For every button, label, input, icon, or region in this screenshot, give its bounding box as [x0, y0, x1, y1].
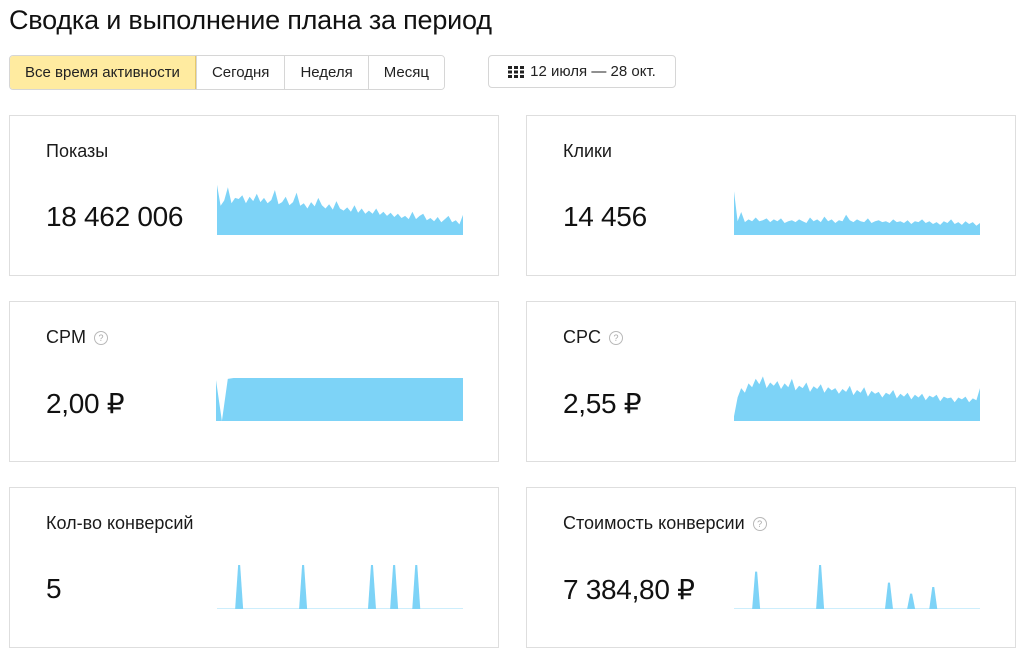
card-value: 2,55 ₽	[563, 388, 642, 419]
conversions-sparkline	[217, 565, 463, 609]
card-conversions: Кол-во конверсий 5	[9, 487, 499, 648]
sparkline-spike	[907, 593, 916, 609]
card-cpc: CPC ? 2,55 ₽	[526, 301, 1016, 462]
sparkline-spike	[390, 565, 399, 609]
shows-sparkline	[217, 184, 463, 235]
card-label: CPC	[563, 327, 602, 347]
card-label: Клики	[563, 141, 612, 161]
sparkline-spike	[929, 587, 938, 609]
period-selector: Все время активности Сегодня Неделя Меся…	[9, 55, 445, 90]
card-shows: Показы 18 462 006	[9, 115, 499, 276]
card-value: 18 462 006	[46, 201, 184, 232]
sparkline-spike	[412, 565, 421, 609]
card-label: Кол-во конверсий	[46, 513, 194, 533]
sparkline-spike	[367, 565, 376, 609]
card-value: 2,00 ₽	[46, 388, 125, 419]
clicks-sparkline	[734, 191, 980, 235]
sparkline-spike	[235, 565, 244, 609]
sparkline-spike	[816, 565, 825, 609]
conversion-cost-sparkline	[734, 565, 980, 609]
calendar-icon	[508, 65, 525, 78]
sparkline-area	[217, 184, 463, 235]
help-icon[interactable]: ?	[609, 330, 624, 345]
sparkline-area	[734, 376, 980, 421]
help-icon[interactable]: ?	[94, 330, 108, 345]
date-range-button[interactable]: 12 июля — 28 окт.	[488, 55, 676, 88]
sparkline-spike	[884, 582, 893, 609]
sparkline-spike	[752, 571, 761, 609]
card-value: 5	[46, 573, 62, 604]
cpm-sparkline	[216, 378, 463, 421]
period-all-time-button[interactable]: Все время активности	[10, 56, 196, 89]
card-clicks: Клики 14 456	[526, 115, 1016, 276]
period-week-button[interactable]: Неделя	[284, 56, 368, 89]
card-value: 7 384,80 ₽	[563, 574, 695, 605]
card-label: CPM	[46, 327, 86, 347]
help-icon[interactable]: ?	[752, 516, 767, 531]
card-value: 14 456	[563, 201, 647, 232]
card-conversion-cost: Стоимость конверсии ? 7 384,80 ₽	[526, 487, 1016, 648]
card-label: Стоимость конверсии	[563, 513, 745, 533]
page-title: Сводка и выполнение плана за период	[9, 5, 492, 35]
card-label: Показы	[46, 141, 109, 161]
sparkline-area	[216, 378, 463, 421]
card-cpm: CPM ? 2,00 ₽	[9, 301, 499, 462]
period-today-button[interactable]: Сегодня	[195, 56, 285, 89]
date-range-label: 12 июля — 28 окт.	[530, 63, 656, 80]
cpc-sparkline	[734, 376, 980, 421]
sparkline-area	[734, 191, 980, 235]
period-month-button[interactable]: Месяц	[367, 56, 444, 89]
sparkline-spike	[299, 565, 308, 609]
